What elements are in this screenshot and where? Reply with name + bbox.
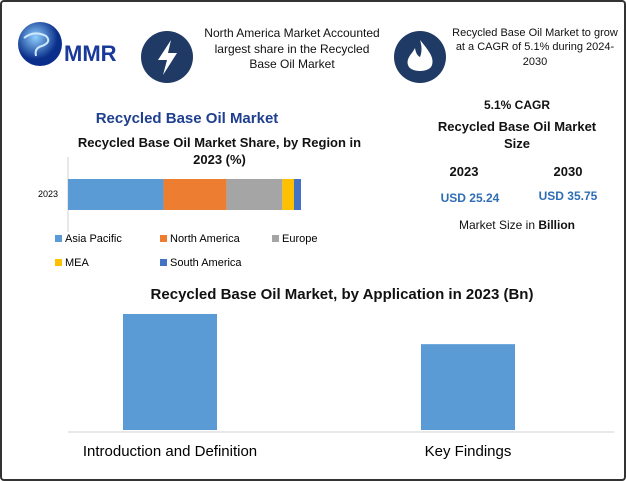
bar (123, 314, 217, 430)
bar-segment (68, 179, 164, 210)
bar (421, 344, 515, 430)
note-left: North America Market Accounted largest s… (204, 26, 380, 72)
bar-segment (226, 179, 283, 210)
bar-segment (294, 179, 301, 210)
value: USD 35.75 (538, 189, 598, 203)
stats-title: Recycled Base Oil Market Size (437, 119, 597, 151)
section-title: Recycled Base Oil Market (95, 110, 279, 127)
x-tick-label: Key Findings (425, 443, 512, 460)
logo-text: MMR (64, 41, 117, 66)
logo-globe (18, 22, 62, 66)
year: 2030 (553, 164, 583, 179)
note-right: Recycled Base Oil Market to grow at a CA… (452, 27, 618, 68)
x-tick-label: Introduction and Definition (83, 443, 257, 460)
cagr: 5.1% CAGR (483, 98, 551, 112)
legend-label: Europe (282, 233, 317, 245)
note-text: Market Size in (458, 218, 535, 232)
legend-label: Asia Pacific (65, 233, 122, 245)
legend-label: South America (170, 257, 242, 269)
stats-note: Market Size in Billion (432, 218, 602, 234)
legend-swatch (160, 259, 167, 266)
category-label: 2023 (38, 189, 58, 199)
chart-title: Recycled Base Oil Market Share, by Regio… (77, 135, 362, 167)
chart-title: Recycled Base Oil Market, by Application… (150, 286, 534, 303)
legend-swatch (55, 259, 62, 266)
legend-label: MEA (65, 257, 90, 269)
legend-swatch (272, 235, 279, 242)
note-unit: Billion (538, 218, 576, 232)
logo-land (23, 32, 50, 57)
flame (407, 40, 433, 71)
legend-label: North America (170, 233, 241, 245)
bar-segment (163, 179, 227, 210)
value: USD 25.24 (440, 191, 500, 205)
legend-swatch (160, 235, 167, 242)
bar-segment (282, 179, 295, 210)
year: 2023 (449, 164, 479, 179)
bolt (158, 40, 177, 75)
legend-swatch (55, 235, 62, 242)
